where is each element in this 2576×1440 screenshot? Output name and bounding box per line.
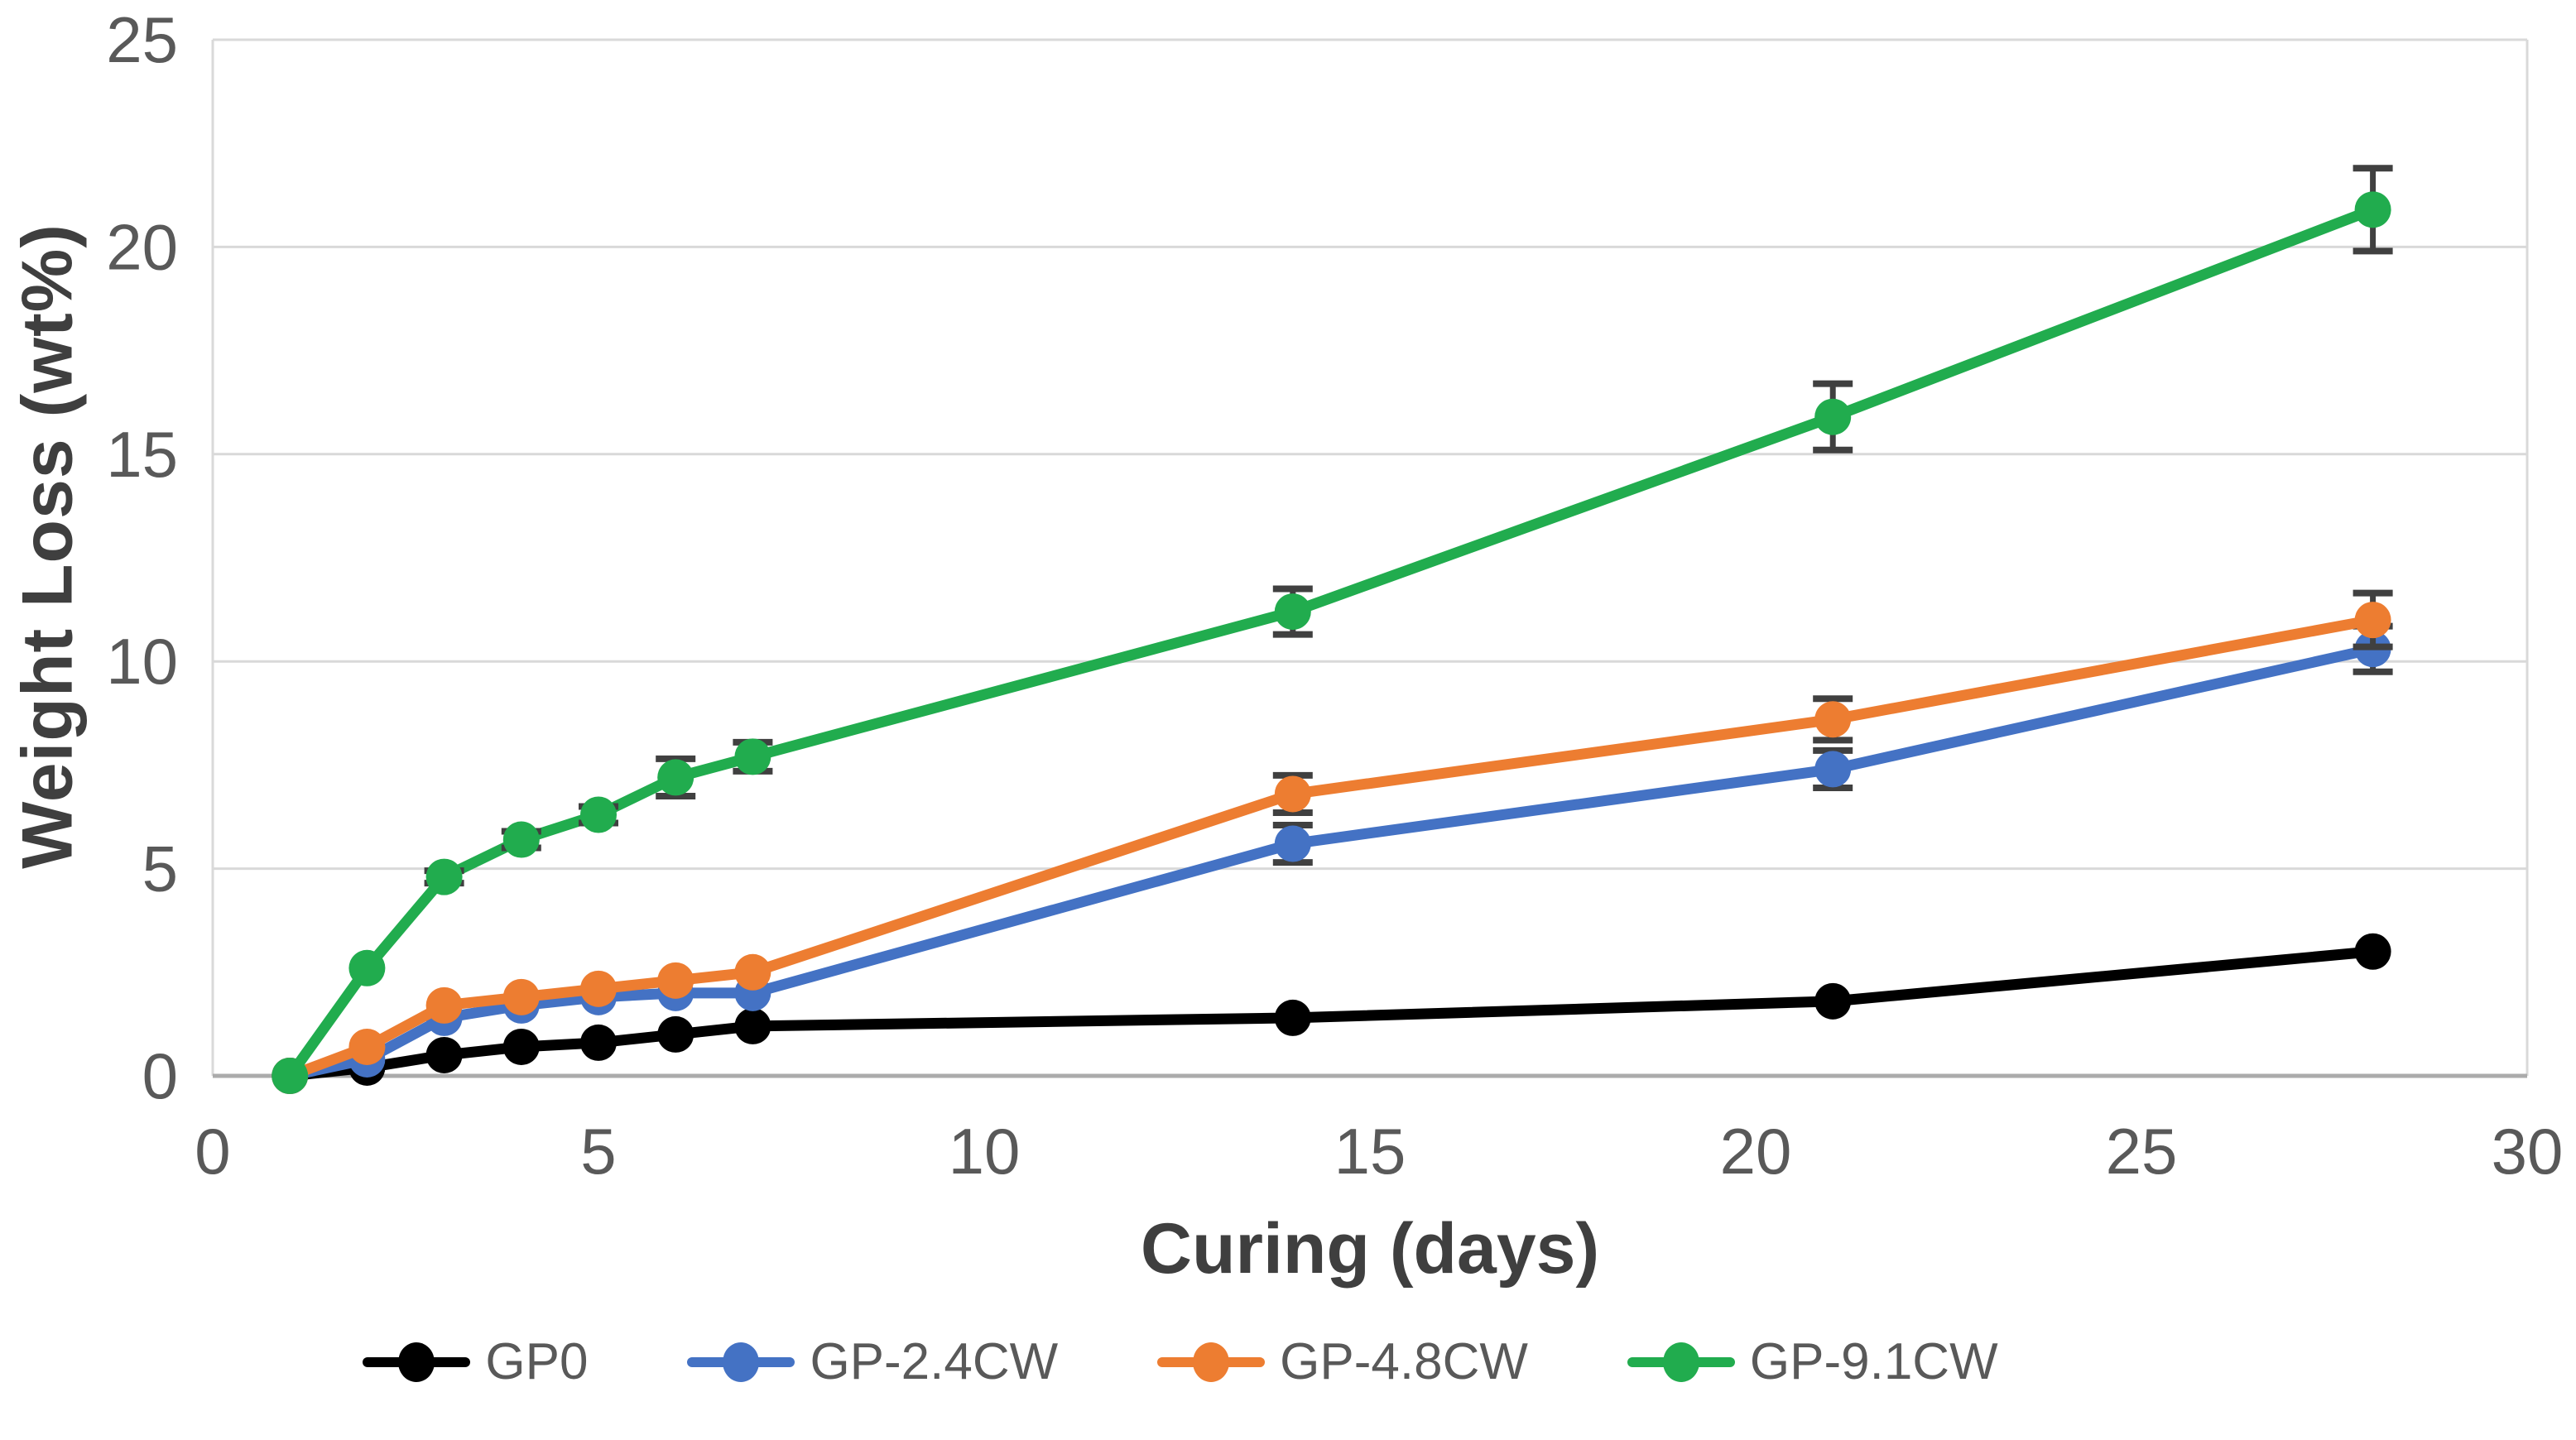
legend-item-gp-4-8cw: GP-4.8CW <box>1157 1332 1528 1391</box>
legend-item-gp0: GP0 <box>363 1332 588 1391</box>
data-point-marker-GP-4.8CW <box>580 970 617 1007</box>
x-tick-label: 5 <box>580 1115 616 1188</box>
data-point-marker-GP-9.1CW <box>580 796 617 833</box>
data-point-marker-GP-9.1CW <box>657 759 694 796</box>
data-point-marker-GP-9.1CW <box>1274 593 1311 631</box>
y-tick-label: 5 <box>142 833 178 905</box>
data-point-marker-GP-4.8CW <box>1274 775 1311 813</box>
data-point-marker-GP-4.8CW <box>734 953 771 991</box>
x-tick-label: 10 <box>949 1115 1021 1188</box>
x-tick-label: 15 <box>1334 1115 1406 1188</box>
data-point-marker-GP-4.8CW <box>348 1028 386 1065</box>
data-point-marker-GP-2.4CW <box>1274 825 1311 862</box>
data-point-marker-GP0 <box>2354 933 2391 970</box>
data-point-marker-GP-4.8CW <box>2354 602 2391 639</box>
legend-item-gp-2-4cw: GP-2.4CW <box>687 1332 1058 1391</box>
legend-label: GP-9.1CW <box>1749 1333 1998 1390</box>
data-point-marker-GP-4.8CW <box>502 978 540 1015</box>
legend-label: GP0 <box>485 1333 589 1390</box>
legend-item-gp-9-1cw: GP-9.1CW <box>1627 1332 1998 1391</box>
y-axis-title: Weight Loss (wt%) <box>7 223 88 869</box>
legend-label: GP-2.4CW <box>810 1333 1059 1390</box>
legend-line-marker-icon <box>1157 1342 1266 1382</box>
x-axis-title: Curing (days) <box>1140 1209 1600 1289</box>
legend-line-marker-icon <box>687 1342 795 1382</box>
legend-line-marker-icon <box>363 1342 471 1382</box>
y-tick-label: 25 <box>106 3 178 76</box>
series-line-GP-2.4CW <box>284 643 2379 1082</box>
data-point-marker-GP0 <box>1814 982 1852 1020</box>
x-tick-label: 30 <box>2492 1115 2564 1188</box>
data-point-marker-GP-2.4CW <box>1814 751 1852 788</box>
y-tick-label: 15 <box>106 418 178 491</box>
data-point-marker-GP-9.1CW <box>425 858 463 895</box>
series-line-GP0 <box>284 946 2379 1082</box>
data-point-marker-GP0 <box>657 1015 694 1053</box>
series-line-GP-4.8CW <box>284 614 2379 1082</box>
legend-line-marker-icon <box>1627 1342 1735 1382</box>
data-point-marker-GP-9.1CW <box>272 1058 309 1094</box>
y-tick-label: 20 <box>106 210 178 283</box>
data-point-marker-GP-4.8CW <box>657 962 694 999</box>
y-tick-label: 10 <box>106 625 178 698</box>
series-line-GP-9.1CW <box>284 204 2379 1082</box>
data-point-marker-GP-9.1CW <box>348 949 386 986</box>
data-point-marker-GP0 <box>1274 999 1311 1036</box>
y-tick-label: 0 <box>142 1039 178 1112</box>
x-tick-label: 0 <box>195 1115 230 1188</box>
data-point-marker-GP-4.8CW <box>425 986 463 1024</box>
data-point-marker-GP-9.1CW <box>2354 191 2391 228</box>
data-point-marker-GP-4.8CW <box>1814 701 1852 738</box>
data-point-marker-GP0 <box>580 1024 617 1061</box>
data-point-marker-GP-9.1CW <box>734 738 771 775</box>
x-tick-label: 20 <box>1720 1115 1792 1188</box>
data-point-marker-GP0 <box>502 1028 540 1065</box>
chart-legend: GP0 GP-2.4CW GP-4.8CW GP-9.1CW <box>0 1332 2468 1391</box>
data-point-marker-GP0 <box>425 1036 463 1073</box>
legend-label: GP-4.8CW <box>1280 1333 1528 1390</box>
x-tick-label: 25 <box>2106 1115 2178 1188</box>
data-point-marker-GP-9.1CW <box>1814 398 1852 435</box>
data-point-marker-GP-9.1CW <box>502 821 540 858</box>
data-point-marker-GP0 <box>734 1007 771 1044</box>
